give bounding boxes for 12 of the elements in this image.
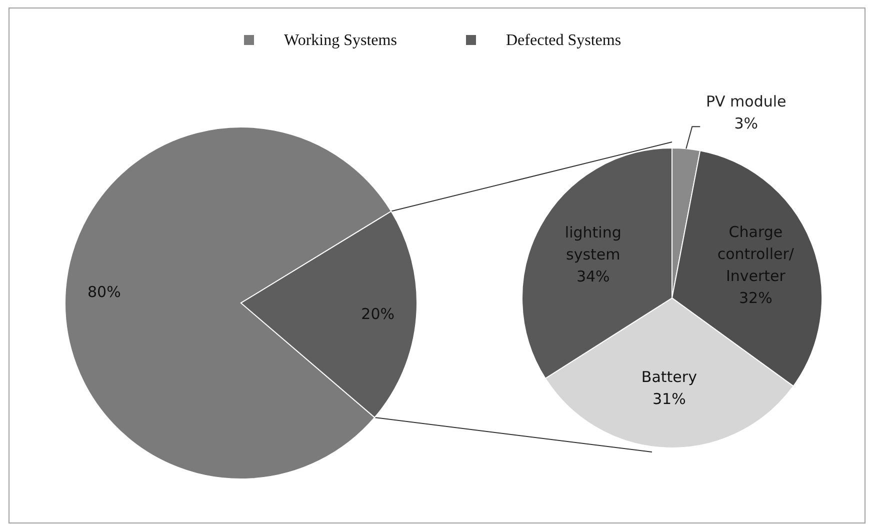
legend-label: Working Systems <box>284 32 397 49</box>
slice-label: Battery <box>641 368 698 386</box>
data-label: 32% <box>739 288 772 307</box>
data-label: 31% <box>652 390 686 408</box>
legend-label: Defected Systems <box>506 32 622 49</box>
slice-label: Charge controller/ Inverter <box>717 222 795 285</box>
data-label: 3% <box>734 114 758 133</box>
data-label: 20% <box>361 304 395 323</box>
slice-label: lighting system <box>564 224 622 264</box>
data-label: 34% <box>576 268 610 286</box>
slice-label: PV module <box>706 92 786 111</box>
data-label: 80% <box>87 283 121 302</box>
